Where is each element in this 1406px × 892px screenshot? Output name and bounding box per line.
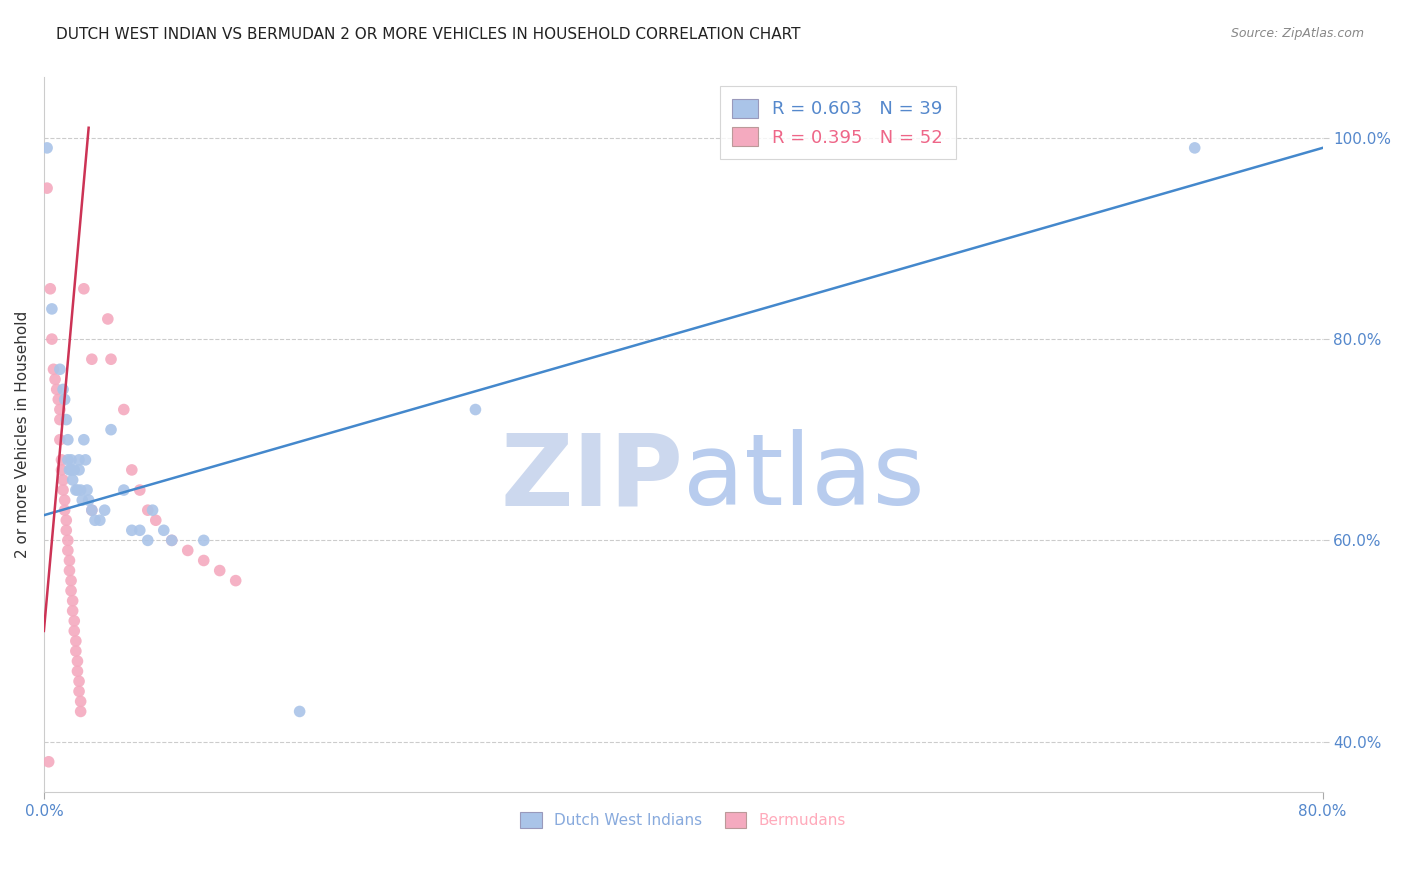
Point [56,533,79,548]
Point [66,664,89,678]
Point [62,604,84,618]
Point [193,533,215,548]
Point [67,684,90,698]
Point [62,593,84,607]
Point [73,433,96,447]
Point [63,463,86,477]
Point [51,463,73,477]
Point [49,402,72,417]
Point [55,513,77,527]
Point [45,383,67,397]
Point [44,372,66,386]
Point [60,463,83,477]
Point [121,463,143,477]
Point [112,402,135,417]
Point [136,503,159,517]
Point [60,583,83,598]
Point [128,483,150,497]
Point [65,644,87,658]
Point [1184,141,1206,155]
Point [145,513,167,527]
Point [51,453,73,467]
Point [177,543,200,558]
Legend: Dutch West Indians, Bermudans: Dutch West Indians, Bermudans [515,806,852,834]
Point [208,564,231,578]
Point [160,533,183,548]
Point [67,463,90,477]
Point [97,312,120,326]
Point [55,524,77,538]
Point [69,694,91,708]
Point [100,352,122,367]
Point [193,553,215,567]
Point [49,362,72,376]
Point [53,503,76,517]
Point [66,483,89,497]
Point [55,412,77,426]
Point [52,483,75,497]
Point [84,513,107,527]
Point [70,493,93,508]
Point [80,352,103,367]
Text: Source: ZipAtlas.com: Source: ZipAtlas.com [1230,27,1364,40]
Point [35,181,58,195]
Point [38,755,60,769]
Point [42,362,65,376]
Point [77,493,100,508]
Point [58,564,80,578]
Point [46,392,69,407]
Point [60,574,83,588]
Point [49,412,72,426]
Point [65,483,87,497]
Point [464,402,486,417]
Point [225,574,247,588]
Point [65,634,87,648]
Point [66,654,89,668]
Point [56,433,79,447]
Point [73,282,96,296]
Point [63,624,86,638]
Point [75,453,97,467]
Point [100,423,122,437]
Point [67,674,90,689]
Point [60,453,83,467]
Point [58,553,80,567]
Point [63,614,86,628]
Point [288,705,311,719]
Point [39,282,62,296]
Text: DUTCH WEST INDIAN VS BERMUDAN 2 OR MORE VEHICLES IN HOUSEHOLD CORRELATION CHART: DUTCH WEST INDIAN VS BERMUDAN 2 OR MORE … [56,27,801,42]
Point [142,503,165,517]
Point [53,493,76,508]
Point [112,483,135,497]
Point [89,513,111,527]
Point [67,453,90,467]
Point [152,524,174,538]
Point [93,503,115,517]
Point [69,705,91,719]
Point [49,433,72,447]
Point [58,463,80,477]
Point [76,483,98,497]
Point [160,533,183,548]
Text: atlas: atlas [683,429,925,526]
Point [53,392,76,407]
Point [121,524,143,538]
Point [52,473,75,487]
Point [136,533,159,548]
Point [62,473,84,487]
Point [41,301,63,316]
Point [52,383,75,397]
Point [80,503,103,517]
Point [80,503,103,517]
Point [56,453,79,467]
Point [56,543,79,558]
Y-axis label: 2 or more Vehicles in Household: 2 or more Vehicles in Household [15,311,30,558]
Point [69,483,91,497]
Point [35,141,58,155]
Point [41,332,63,346]
Point [128,524,150,538]
Text: ZIP: ZIP [501,429,683,526]
